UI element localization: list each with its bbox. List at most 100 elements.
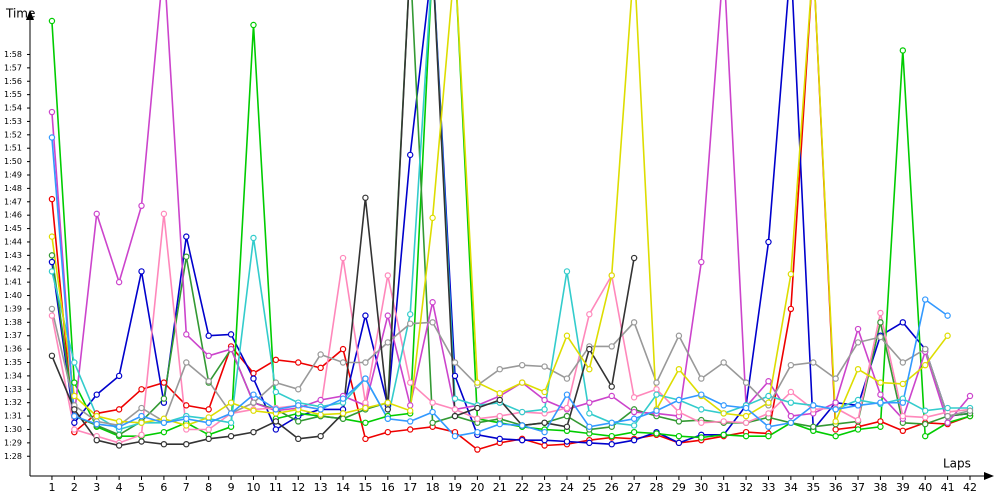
point — [138, 412, 145, 420]
point — [115, 278, 123, 286]
x-tick-label: 39 — [896, 481, 910, 494]
y-tick-label: 1:53 — [4, 117, 22, 126]
point — [384, 406, 392, 413]
point — [720, 418, 727, 425]
point — [429, 399, 436, 406]
x-tick-label: 26 — [605, 481, 619, 494]
point — [742, 404, 750, 412]
y-tick-label: 1:30 — [4, 425, 22, 434]
point — [608, 392, 615, 400]
point — [339, 254, 347, 262]
point — [227, 410, 235, 417]
y-tick-label: 1:35 — [4, 358, 22, 367]
point — [765, 238, 772, 246]
series-line — [51, 0, 971, 451]
y-tick-label: 1:31 — [4, 412, 22, 421]
y-tick-label: 1:57 — [4, 63, 22, 72]
point — [877, 379, 884, 386]
point — [48, 134, 56, 141]
x-tick-label: 24 — [560, 481, 574, 494]
point — [720, 431, 727, 439]
x-tick-label: 32 — [739, 481, 753, 494]
point — [407, 320, 414, 327]
point — [899, 319, 907, 326]
point — [71, 359, 78, 366]
point — [272, 356, 280, 364]
point — [250, 234, 257, 242]
point — [877, 319, 884, 326]
point — [630, 254, 638, 262]
point — [922, 414, 929, 421]
point — [429, 319, 436, 326]
point — [205, 352, 212, 360]
point — [115, 423, 123, 430]
x-tick-label: 12 — [291, 481, 305, 494]
point — [630, 319, 638, 326]
point — [832, 399, 839, 406]
series-line — [51, 0, 971, 436]
point — [227, 331, 235, 338]
point — [205, 426, 212, 433]
x-tick-label: 3 — [93, 481, 100, 494]
point — [563, 404, 571, 412]
point — [586, 399, 593, 406]
point — [675, 439, 683, 447]
point — [115, 418, 123, 425]
x-tick-label: 17 — [403, 481, 417, 494]
point — [765, 423, 772, 430]
point — [71, 392, 78, 400]
point — [518, 379, 526, 386]
point — [429, 214, 436, 222]
point — [563, 332, 571, 339]
x-tick-label: 4 — [116, 481, 123, 494]
point — [698, 419, 705, 426]
x-tick-label: 33 — [761, 481, 775, 494]
point — [407, 418, 414, 425]
y-tick-label: 1:58 — [4, 50, 22, 59]
point — [787, 270, 795, 278]
point — [317, 364, 324, 372]
point — [183, 233, 190, 240]
point — [205, 414, 212, 421]
point — [922, 345, 929, 353]
point — [48, 258, 56, 266]
point — [832, 418, 839, 425]
point — [944, 312, 951, 319]
point — [48, 17, 56, 25]
point — [586, 345, 593, 353]
point — [71, 426, 78, 433]
point — [474, 415, 481, 422]
point — [787, 361, 795, 369]
point — [474, 404, 481, 412]
point — [160, 419, 168, 426]
point — [250, 428, 257, 436]
point — [272, 406, 280, 413]
point — [653, 386, 660, 393]
point — [496, 435, 503, 443]
point — [451, 395, 459, 402]
x-tick-label: 36 — [829, 481, 843, 494]
y-axis-label: Time — [5, 7, 35, 21]
x-tick-label: 19 — [448, 481, 462, 494]
point — [899, 399, 907, 406]
point — [541, 419, 548, 426]
x-tick-label: 35 — [806, 481, 820, 494]
point — [787, 388, 795, 396]
x-tick-label: 14 — [336, 481, 350, 494]
point — [877, 309, 884, 317]
point — [765, 432, 772, 440]
point — [899, 412, 907, 420]
point — [496, 420, 503, 428]
point — [317, 396, 324, 404]
point — [183, 359, 190, 366]
x-tick-label: 27 — [627, 481, 641, 494]
point — [586, 423, 593, 430]
point — [563, 268, 571, 275]
point — [138, 419, 145, 426]
point — [48, 195, 56, 203]
y-tick-label: 1:51 — [4, 144, 22, 153]
point — [295, 359, 302, 366]
point — [115, 442, 123, 449]
point — [653, 379, 660, 386]
